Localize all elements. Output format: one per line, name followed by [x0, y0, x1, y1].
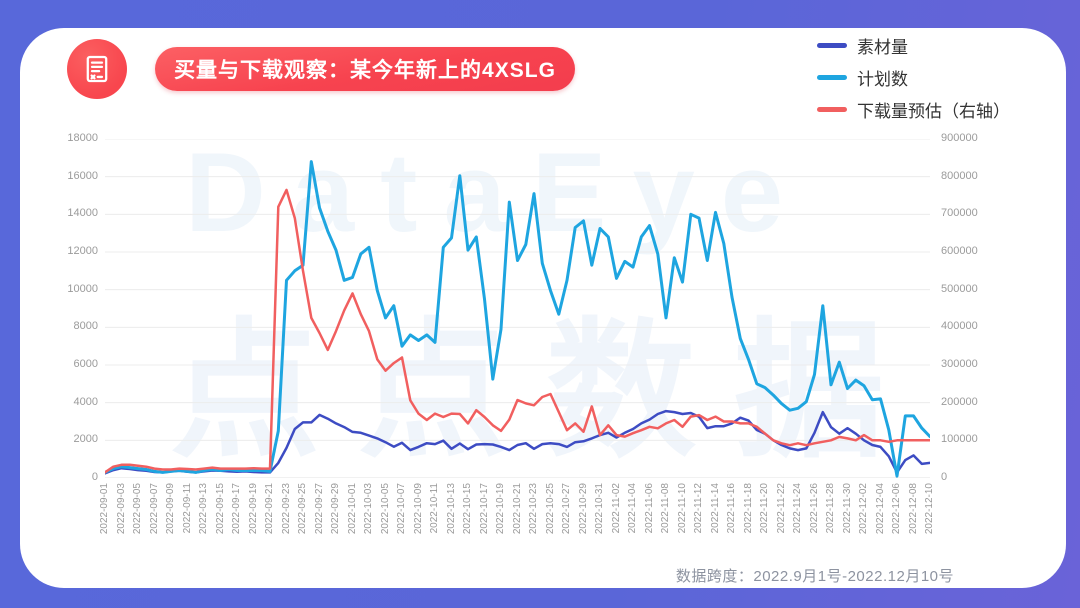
x-axis-tick-label: 2022-10-19 — [495, 483, 506, 535]
x-axis-tick-label: 2022-11-04 — [627, 483, 638, 534]
right-axis-tick-label: 100000 — [941, 433, 978, 446]
left-axis-tick-label: 8000 — [73, 320, 98, 333]
report-badge — [67, 39, 127, 99]
right-axis-tick-label: 700000 — [941, 207, 978, 220]
x-axis-tick-label: 2022-09-25 — [297, 483, 308, 535]
x-axis-tick-label: 2022-10-29 — [577, 483, 589, 535]
right-axis-tick-label: 900000 — [941, 132, 978, 144]
legend-swatch-icon — [817, 43, 847, 48]
x-axis-tick-label: 2022-11-30 — [841, 483, 853, 534]
left-axis-tick-label: 18000 — [67, 132, 98, 144]
right-axis-tick-label: 500000 — [941, 282, 978, 295]
data-range-caption: 数据跨度：2022.9月1号-2022.12月10号 — [675, 568, 954, 585]
x-axis-tick-label: 2022-09-19 — [247, 483, 259, 535]
x-axis-tick-label: 2022-11-02 — [610, 483, 622, 534]
x-axis-tick-label: 2022-10-25 — [544, 483, 556, 535]
x-axis-tick-label: 2022-10-11 — [429, 483, 440, 534]
x-axis-tick-label: 2022-12-02 — [858, 483, 869, 535]
x-axis-tick-label: 2022-10-15 — [462, 483, 473, 535]
legend-label: 下载量预估（右轴） — [857, 102, 1010, 121]
plot-area — [105, 139, 930, 478]
page-title-text: 买量与下载观察：某今年新上的4XSLG — [174, 59, 556, 82]
x-axis-tick-label: 2022-10-27 — [561, 483, 572, 535]
legend-swatch-icon — [817, 75, 847, 80]
right-axis-tick-label: 300000 — [941, 358, 978, 370]
x-axis-tick-label: 2022-10-07 — [396, 483, 407, 535]
x-axis-tick-label: 2022-09-21 — [264, 483, 275, 535]
x-axis-tick-label: 2022-09-07 — [148, 483, 160, 535]
x-axis-tick-label: 2022-10-09 — [412, 483, 424, 535]
x-axis-tick-label: 2022-11-06 — [643, 483, 655, 534]
x-axis-tick-label: 2022-12-08 — [907, 483, 919, 535]
legend-item-sucailiang[interactable]: 素材量 — [817, 34, 1010, 57]
x-axis-tick-label: 2022-10-17 — [478, 483, 490, 535]
left-axis-tick-label: 12000 — [67, 245, 98, 257]
legend-label: 素材量 — [857, 38, 908, 57]
x-axis-tick-label: 2022-12-06 — [891, 483, 902, 535]
x-axis-tick-label: 2022-10-31 — [594, 483, 605, 535]
right-axis-tick-label: 400000 — [941, 320, 978, 333]
x-axis-tick-label: 2022-09-13 — [198, 483, 209, 535]
x-axis-tick-label: 2022-10-21 — [511, 483, 523, 535]
watermark-diandianshuju: 点点数据 — [170, 307, 923, 475]
x-axis-tick-label: 2022-12-10 — [924, 483, 935, 535]
x-axis-tick-label: 2022-11-22 — [775, 483, 787, 534]
x-axis-tick-label: 2022-11-16 — [726, 483, 737, 534]
chart-card: 买量与下载观察：某今年新上的4XSLG 素材量 计划数 下载量预估（右轴） Da… — [20, 28, 1066, 588]
x-axis-tick-label: 2022-09-27 — [313, 483, 325, 535]
x-axis-tick-label: 2022-10-23 — [528, 483, 539, 535]
page-title: 买量与下载观察：某今年新上的4XSLG — [155, 47, 575, 91]
x-axis-tick-label: 2022-10-05 — [379, 483, 391, 535]
x-axis-tick-label: 2022-09-23 — [280, 483, 292, 535]
x-axis-tick-label: 2022-10-01 — [346, 483, 358, 535]
x-axis-tick-label: 2022-12-04 — [874, 483, 886, 535]
left-axis-tick-label: 6000 — [73, 358, 98, 370]
x-axis-tick-label: 2022-09-29 — [330, 483, 341, 535]
right-axis-tick-label: 600000 — [941, 245, 978, 257]
legend-swatch-icon — [817, 107, 847, 112]
document-icon — [80, 52, 114, 86]
x-axis-tick-label: 2022-11-20 — [759, 483, 770, 534]
left-axis-tick-label: 0 — [91, 471, 98, 483]
x-axis-tick-label: 2022-09-09 — [165, 483, 176, 535]
x-axis-tick-label: 2022-09-05 — [132, 483, 143, 535]
left-axis-tick-label: 2000 — [73, 433, 98, 446]
x-axis-tick-label: 2022-11-26 — [808, 483, 820, 534]
series-line-素材量 — [105, 409, 930, 475]
x-axis-tick-label: 2022-09-15 — [214, 483, 226, 535]
left-axis-tick-label: 10000 — [67, 282, 98, 295]
x-axis-tick-label: 2022-09-03 — [115, 483, 127, 535]
legend-item-jihuashu[interactable]: 计划数 — [817, 66, 1010, 89]
x-axis-tick-label: 2022-10-03 — [363, 483, 374, 535]
chart-legend: 素材量 计划数 下载量预估（右轴） — [817, 34, 1010, 121]
series-line-计划数 — [105, 160, 930, 478]
right-axis-tick-label: 0 — [941, 471, 948, 483]
right-axis-tick-label: 200000 — [941, 395, 978, 408]
series-line-下载量预估（右轴） — [105, 188, 930, 474]
x-axis-tick-label: 2022-11-24 — [792, 483, 803, 534]
x-axis-tick-label: 2022-10-13 — [445, 483, 457, 535]
x-axis-tick-label: 2022-09-01 — [99, 483, 110, 535]
x-axis-tick-label: 2022-11-18 — [742, 483, 754, 534]
left-axis-tick-label: 14000 — [67, 207, 98, 220]
legend-label: 计划数 — [857, 70, 908, 89]
x-axis-tick-label: 2022-11-28 — [825, 483, 836, 534]
left-axis-tick-label: 4000 — [73, 395, 98, 408]
x-axis-tick-label: 2022-09-17 — [231, 483, 242, 535]
x-axis-tick-label: 2022-11-10 — [676, 483, 688, 534]
x-axis-tick-label: 2022-09-11 — [181, 483, 193, 534]
right-axis-tick-label: 800000 — [941, 169, 978, 182]
x-axis-tick-label: 2022-11-12 — [693, 483, 704, 534]
left-axis-tick-label: 16000 — [67, 169, 98, 182]
x-axis-tick-label: 2022-11-08 — [660, 483, 671, 534]
x-axis-tick-label: 2022-11-14 — [709, 483, 721, 534]
legend-item-xiazailiang[interactable]: 下载量预估（右轴） — [817, 98, 1010, 121]
